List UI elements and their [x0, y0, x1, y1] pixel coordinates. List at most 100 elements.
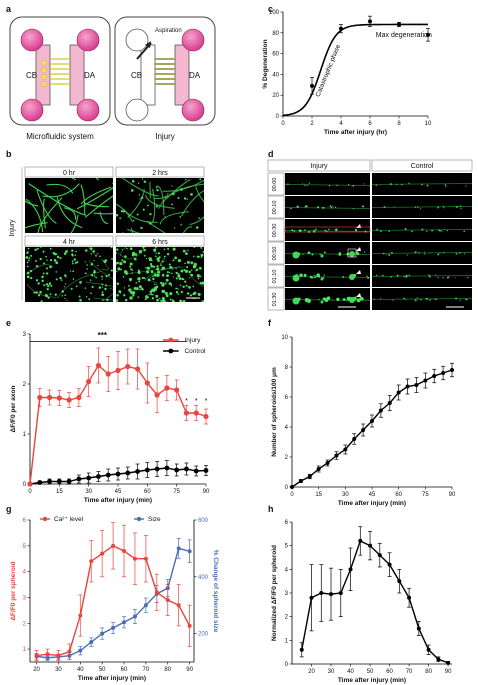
- legend: Injury Control: [162, 337, 206, 355]
- spheroid: [296, 205, 299, 208]
- control-dot: [396, 274, 399, 277]
- axon-strand: [166, 301, 168, 302]
- spheroid: [342, 276, 345, 278]
- spheroid: [338, 252, 342, 256]
- data-point: [450, 368, 454, 372]
- axon-fragment: [153, 291, 155, 293]
- axon-fragment: [173, 276, 175, 278]
- injury-point: [154, 392, 160, 398]
- annotation-catastrophic-phase: Catastrophic phase: [315, 43, 343, 98]
- control-dot: [424, 251, 426, 253]
- injury-chip-diagram: CB DA Injury Aspiration: [114, 16, 216, 141]
- axon-fragment: [171, 185, 173, 187]
- axon-fragment: [138, 280, 141, 283]
- spheroid-count-line: [291, 369, 453, 488]
- control-dot: [463, 230, 466, 233]
- control-dot: [376, 228, 379, 231]
- axon-fragment: [88, 298, 91, 301]
- axon-fragment: [129, 291, 131, 294]
- y-tick-label: 2: [23, 382, 27, 388]
- axon-fragment: [144, 298, 147, 301]
- axon-fragment: [95, 254, 97, 257]
- axon-fragment: [190, 269, 193, 271]
- time-label: 01:10: [272, 270, 278, 284]
- axon-fragment: [179, 284, 182, 286]
- axon-fragment: [42, 272, 45, 275]
- da-channel: [69, 44, 85, 106]
- control-dot: [428, 275, 431, 278]
- x-axis-title: Time after injury (min): [338, 677, 406, 684]
- axon-fragment: [161, 296, 165, 300]
- control-point: [66, 479, 72, 484]
- legend-marker: [42, 516, 48, 522]
- axon-fragment: [116, 270, 118, 273]
- axon-fragment: [164, 216, 166, 218]
- control-dot: [382, 274, 384, 277]
- cb-label: CB: [26, 71, 37, 80]
- axon-fragment: [37, 294, 41, 297]
- spheroid: [315, 228, 317, 231]
- axon-fragment: [172, 247, 176, 251]
- axon-fragment: [174, 227, 176, 229]
- axon-fragment: [188, 285, 191, 289]
- data-point: [436, 657, 441, 662]
- spheroid: [301, 183, 304, 185]
- axon-fragment: [55, 278, 58, 281]
- control-dot: [405, 276, 407, 278]
- x-tick-label: 45: [369, 492, 376, 498]
- injury-point: [193, 410, 199, 416]
- control-dot: [439, 252, 441, 254]
- axon-fragment: [153, 248, 157, 252]
- large-spheroid: [349, 274, 355, 280]
- axon-fragment: [155, 283, 157, 285]
- axon-fragment: [64, 274, 67, 277]
- axon-fragment: [156, 265, 159, 268]
- axon-fragment: [150, 293, 153, 296]
- axon-fragment: [33, 291, 36, 294]
- axon-fragment: [116, 293, 119, 297]
- control-dot: [442, 276, 444, 279]
- control-dot: [408, 274, 411, 277]
- axon-fragment: [180, 188, 183, 191]
- size-point: [122, 620, 127, 625]
- large-spheroid: [320, 300, 324, 304]
- control-dot: [386, 254, 388, 256]
- axon-fragment: [42, 262, 45, 265]
- annotation-max-degeneration: Max degeneration: [376, 32, 432, 39]
- tile-header: [115, 235, 205, 247]
- axon-fragment: [190, 261, 194, 265]
- axon-fragment: [135, 282, 138, 284]
- spheroid: [364, 230, 367, 233]
- control-dot: [437, 277, 439, 279]
- control-dot: [406, 254, 408, 256]
- significance-star: *: [195, 398, 198, 405]
- x-tick-label: 60: [395, 492, 402, 498]
- x-tick-label: 90: [186, 667, 193, 673]
- axon-fragment: [143, 248, 146, 252]
- spheroid: [354, 228, 358, 232]
- axon-fragment: [75, 250, 77, 253]
- well-empty: [125, 98, 149, 122]
- spheroid: [334, 206, 337, 209]
- axon-fragment: [155, 294, 159, 298]
- axon-fragment: [184, 280, 187, 283]
- axon-fragment: [84, 261, 86, 263]
- data-point: [316, 467, 321, 471]
- axon-fragment: [164, 282, 167, 285]
- axon-fragment: [123, 294, 126, 297]
- axon-fragment: [175, 271, 178, 275]
- axon-fragment: [188, 270, 191, 274]
- axon-fragment: [130, 189, 134, 192]
- time-label: 01:30: [272, 293, 278, 307]
- axon-fragment: [166, 274, 169, 278]
- da-label: DA: [189, 71, 201, 80]
- axon-strand: [80, 186, 112, 205]
- axon-fragment: [26, 271, 30, 275]
- tile-time-label: 6 hrs: [152, 239, 168, 246]
- axon-fragment: [175, 267, 177, 270]
- axon-strand: [76, 187, 113, 210]
- injury-strip: [285, 196, 370, 218]
- axon-fragment: [177, 196, 180, 199]
- y-tick-label: 80: [272, 31, 279, 37]
- x-tick-label: 90: [445, 669, 452, 675]
